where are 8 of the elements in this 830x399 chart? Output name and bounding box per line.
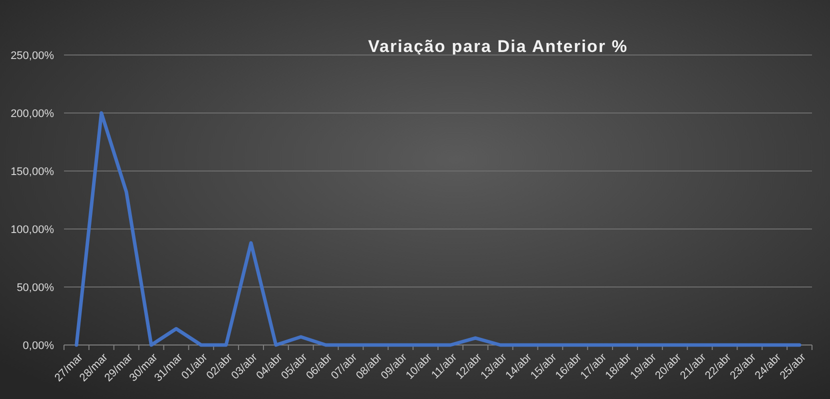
y-tick-label: 100,00%: [10, 224, 54, 236]
line-series: [74, 111, 802, 347]
y-tick-label: 250,00%: [10, 50, 54, 62]
chart-title: Variação para Dia Anterior %: [368, 37, 628, 56]
y-tick-label: 0,00%: [22, 340, 54, 352]
y-tick-label: 150,00%: [10, 166, 54, 178]
y-tick-label: 50,00%: [16, 282, 54, 294]
y-tick-label: 200,00%: [10, 108, 54, 120]
